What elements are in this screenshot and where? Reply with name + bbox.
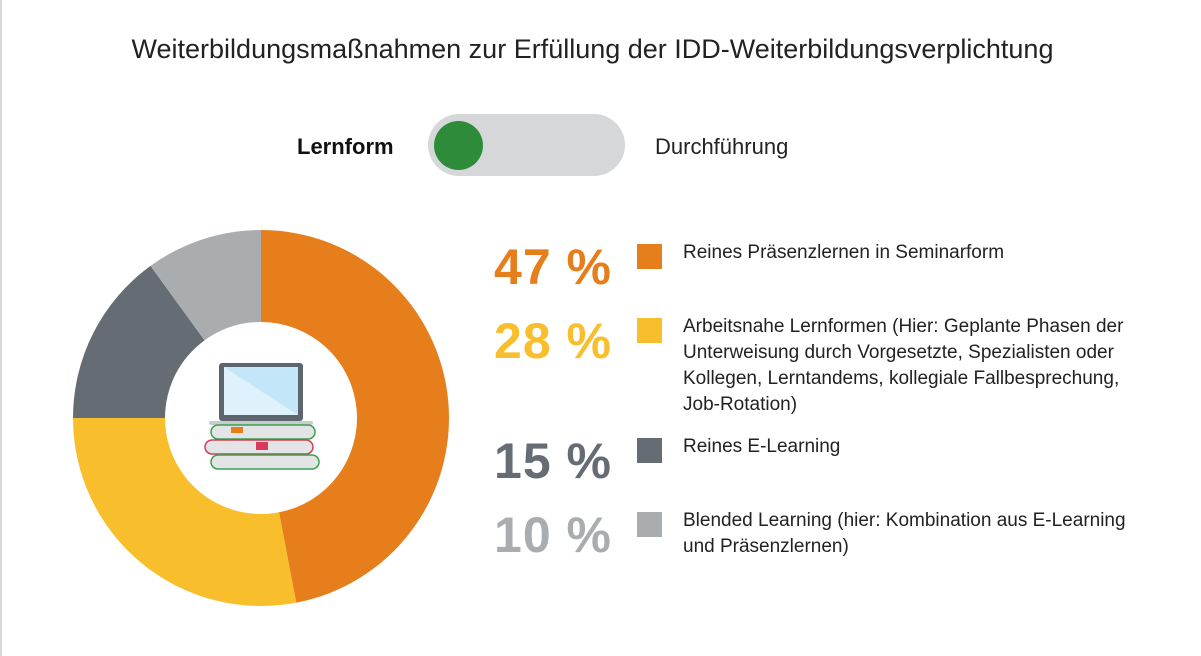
legend-label: Reines E-Learning [683, 436, 841, 457]
legend-swatch [637, 244, 662, 269]
legend-swatch [637, 318, 662, 343]
laptop-on-books-icon [204, 363, 320, 470]
value-label: 15 % [494, 433, 612, 489]
donut-chart [73, 230, 450, 606]
value-label: 28 % [494, 313, 612, 369]
view-toggle-switch[interactable] [428, 114, 625, 176]
left-border [0, 0, 2, 656]
donut-slice [261, 230, 450, 603]
value-label: 10 % [494, 507, 612, 563]
toggle-knob[interactable] [434, 121, 483, 170]
legend-label: Reines Präsenzlernen in Seminarform [683, 242, 1005, 263]
legend-item: 28 % Arbeitsnahe Lernformen (Hier: Gepla… [480, 314, 1180, 418]
legend-item: 10 % Blended Learning (hier: Kombination… [480, 508, 1180, 566]
legend-item: 47 % Reines Präsenzlernen in Seminarform [480, 240, 1180, 298]
legend-label: Arbeitsnahe Lernformen (Hier: Geplante P… [683, 316, 1124, 415]
legend-swatch [637, 438, 662, 463]
legend-item: 15 % Reines E-Learning [480, 434, 1180, 492]
donut-slice [73, 418, 297, 606]
toggle-label-durchfuehrung[interactable]: Durchführung [655, 134, 789, 159]
page-title: Weiterbildungsmaßnahmen zur Erfüllung de… [131, 34, 1054, 64]
legend: 47 % Reines Präsenzlernen in Seminarform… [480, 240, 1180, 566]
donut-slice [73, 265, 205, 418]
toggle-label-lernform[interactable]: Lernform [297, 134, 394, 159]
value-label: 47 % [494, 239, 612, 295]
legend-swatch [637, 512, 662, 537]
legend-label: Blended Learning (hier: Kombination aus … [683, 510, 1126, 557]
donut-slice [150, 230, 261, 341]
